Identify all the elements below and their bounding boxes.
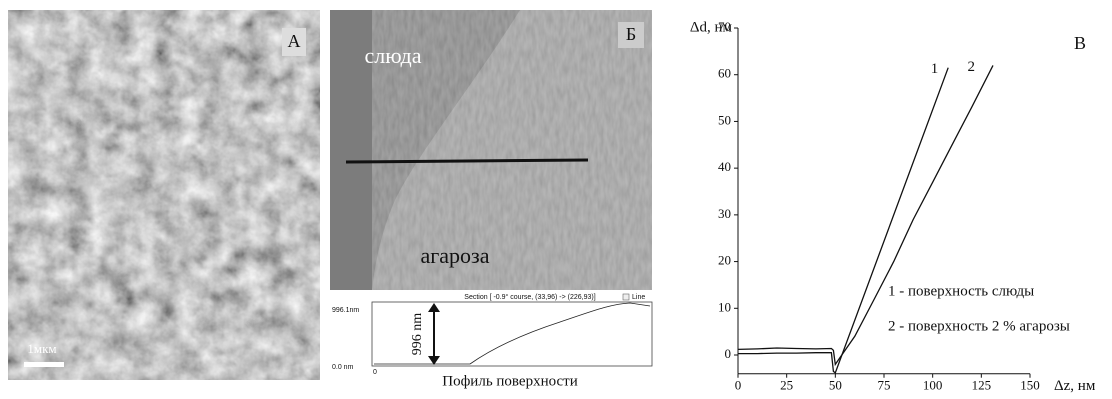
y-tick-label: 20 <box>718 253 731 268</box>
y-tick-label: 10 <box>718 299 731 314</box>
afm-texture <box>8 10 320 380</box>
region-label: слюда <box>364 43 421 68</box>
x-axis-label: Δz, нм <box>1054 378 1096 394</box>
panel-label: Б <box>626 24 636 44</box>
scale-bar <box>24 362 64 367</box>
x-tick-label: 0 <box>735 378 742 393</box>
region-label: агароза <box>420 243 489 268</box>
panel-a: А 1мкм <box>8 10 320 380</box>
series-label: 2 <box>968 59 976 75</box>
x-tick-label: 150 <box>1020 378 1040 393</box>
y-axis-label: Δd, нм <box>690 19 733 35</box>
annotation: 1 - поверхность слюды <box>888 283 1034 299</box>
height-label: 996 nm <box>410 313 425 356</box>
section-line <box>346 160 588 162</box>
profile-panel <box>330 292 652 372</box>
profile-y-top: 996.1nm <box>332 307 359 314</box>
checkbox-label: Line <box>632 294 645 301</box>
x-tick-label: 50 <box>829 378 842 393</box>
scale-bar-label: 1мкм <box>27 341 56 356</box>
y-tick-label: 50 <box>718 112 731 127</box>
x-tick-label: 25 <box>780 378 793 393</box>
x-tick-label: 100 <box>923 378 943 393</box>
x-tick-label: 125 <box>972 378 992 393</box>
panel-label: В <box>1074 33 1086 53</box>
panel-label: А <box>288 31 301 51</box>
checkbox[interactable] <box>623 294 629 300</box>
profile-header: Section [ -0.9° course, (33,96) -> (226,… <box>464 293 595 301</box>
figure: А 1мкм Б слюда агароза Section [ -0.9° c… <box>0 0 1112 394</box>
y-tick-label: 40 <box>718 159 731 174</box>
profile-y-bottom: 0.0 nm <box>332 364 354 371</box>
profile-caption: Пофиль поверхности <box>442 373 577 389</box>
x-tick-label: 75 <box>878 378 891 393</box>
annotation: 2 - поверхность 2 % агарозы <box>888 318 1070 334</box>
y-tick-label: 60 <box>718 66 731 81</box>
profile-x-start: 0 <box>373 369 377 376</box>
y-tick-label: 30 <box>718 206 731 221</box>
panel-b: Б слюда агароза Section [ -0.9° course, … <box>330 10 652 389</box>
y-tick-label: 0 <box>725 346 732 361</box>
series-label: 1 <box>931 61 939 77</box>
